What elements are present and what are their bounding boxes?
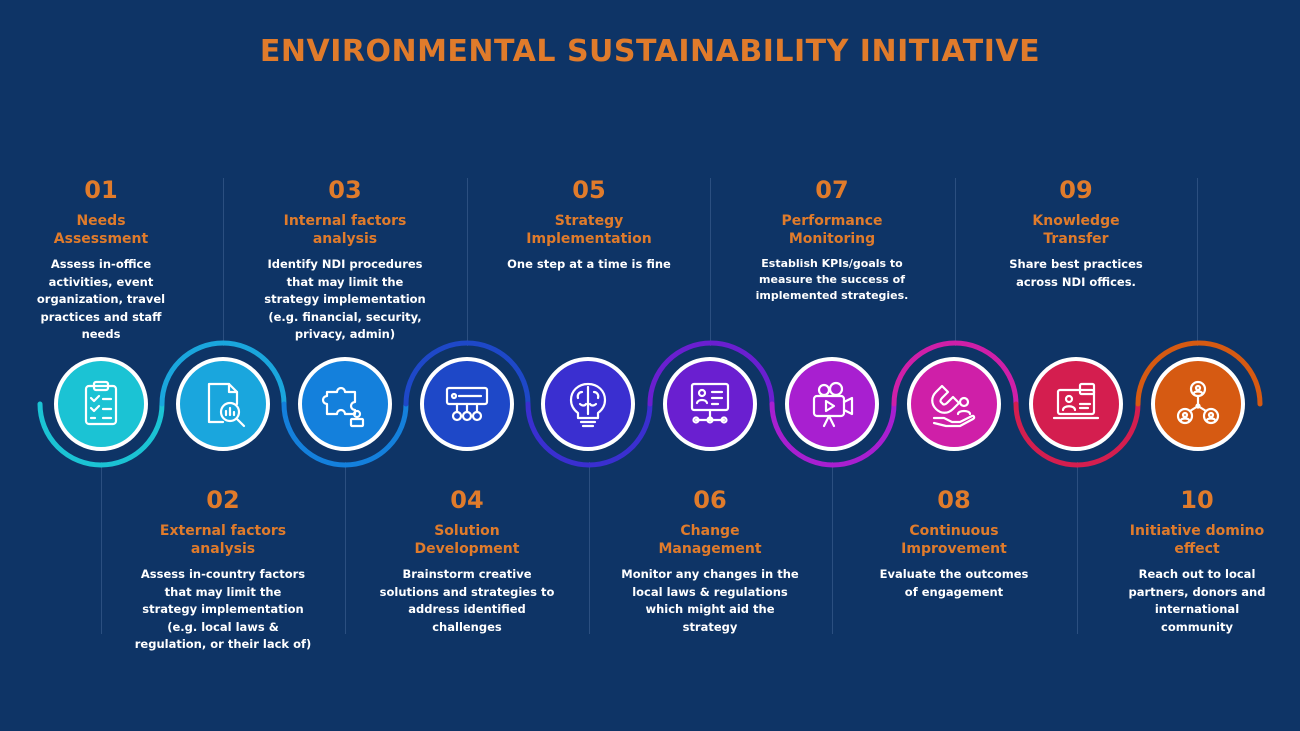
step-09: 09 Knowledge Transfer Share best practic… [976, 176, 1176, 291]
divider [832, 462, 833, 634]
step-arc [769, 401, 897, 468]
step-08-circle [907, 357, 1001, 451]
step-08: 08 Continuous Improvement Evaluate the o… [854, 486, 1054, 601]
step-09-circle [1029, 357, 1123, 451]
step-01-circle [54, 357, 148, 451]
step-arc [1013, 401, 1141, 468]
step-02: 02 External factors analysis Assess in-c… [123, 486, 323, 654]
step-01: 01 Needs Assessment Assess in-office act… [1, 176, 201, 344]
video-camera-icon [812, 381, 854, 428]
step-06: 06 Change Management Monitor any changes… [610, 486, 810, 636]
step-number: 04 [450, 486, 484, 514]
divider [710, 178, 711, 346]
puzzle-person-icon [321, 386, 365, 428]
step-03-circle [298, 357, 392, 451]
step-06-circle [663, 357, 757, 451]
divider [101, 462, 102, 634]
step-description: Brainstorm creative solutions and strate… [379, 567, 555, 634]
step-description: Identify NDI procedures that may limit t… [264, 257, 426, 341]
step-05-circle [541, 357, 635, 451]
step-04-circle [420, 357, 514, 451]
step-arc [647, 340, 775, 407]
divider [955, 178, 956, 346]
step-description: Evaluate the outcomes of engagement [879, 567, 1029, 599]
step-description: Assess in-country factors that may limit… [134, 567, 312, 651]
step-arc [891, 340, 1019, 407]
step-number: 03 [328, 176, 362, 204]
divider [345, 462, 346, 634]
step-title: Continuous Improvement [901, 523, 1007, 557]
step-arc [525, 401, 653, 468]
step-number: 10 [1180, 486, 1214, 514]
step-title: Strategy Implementation [526, 213, 652, 247]
divider [1077, 462, 1078, 634]
step-number: 02 [206, 486, 240, 514]
step-10-circle [1151, 357, 1245, 451]
step-number: 01 [84, 176, 118, 204]
document-magnifier-icon [207, 382, 246, 428]
step-03: 03 Internal factors analysis Identify ND… [245, 176, 445, 344]
step-04: 04 Solution Development Brainstorm creat… [367, 486, 567, 636]
step-arc [403, 340, 531, 407]
presentation-board-icon [690, 382, 730, 424]
divider [1197, 178, 1198, 346]
laptop-user-icon [1052, 382, 1100, 420]
step-number: 05 [572, 176, 606, 204]
step-number: 06 [693, 486, 727, 514]
network-panel-icon [445, 386, 489, 422]
step-07: 07 Performance Monitoring Establish KPIs… [732, 176, 932, 304]
step-arc [37, 401, 165, 468]
step-title: Performance Monitoring [781, 213, 883, 247]
step-description: Share best practices across NDI offices. [1009, 257, 1143, 289]
network-people-icon [1176, 380, 1220, 425]
step-title: External factors analysis [159, 523, 287, 557]
step-description: Establish KPIs/goals to measure the succ… [755, 257, 909, 302]
divider [467, 178, 468, 346]
step-number: 09 [1059, 176, 1093, 204]
step-title: Internal factors analysis [283, 213, 407, 247]
step-description: Assess in-office activities, event organ… [36, 257, 166, 341]
step-10: 10 Initiative domino effect Reach out to… [1097, 486, 1297, 636]
step-arc [1135, 340, 1263, 407]
clipboard-checklist-icon [84, 380, 118, 426]
step-arc [281, 401, 409, 468]
step-description: Reach out to local partners, donors and … [1128, 567, 1266, 634]
magnet-hand-icon [931, 384, 976, 428]
step-title: Initiative domino effect [1129, 523, 1265, 557]
step-title: Change Management [658, 523, 762, 557]
step-title: Needs Assessment [53, 213, 149, 247]
step-05: 05 Strategy Implementation One step at a… [489, 176, 689, 274]
step-description: Monitor any changes in the local laws & … [621, 567, 799, 634]
step-number: 07 [815, 176, 849, 204]
divider [589, 462, 590, 634]
divider [223, 178, 224, 346]
step-title: Solution Development [414, 523, 520, 557]
step-02-circle [176, 357, 270, 451]
brain-bulb-icon [569, 382, 607, 428]
step-number: 08 [937, 486, 971, 514]
step-description: One step at a time is fine [507, 257, 671, 271]
step-title: Knowledge Transfer [1032, 213, 1120, 247]
step-arc [159, 340, 287, 407]
page-title: ENVIRONMENTAL SUSTAINABILITY INITIATIVE [259, 34, 1041, 69]
step-07-circle [785, 357, 879, 451]
